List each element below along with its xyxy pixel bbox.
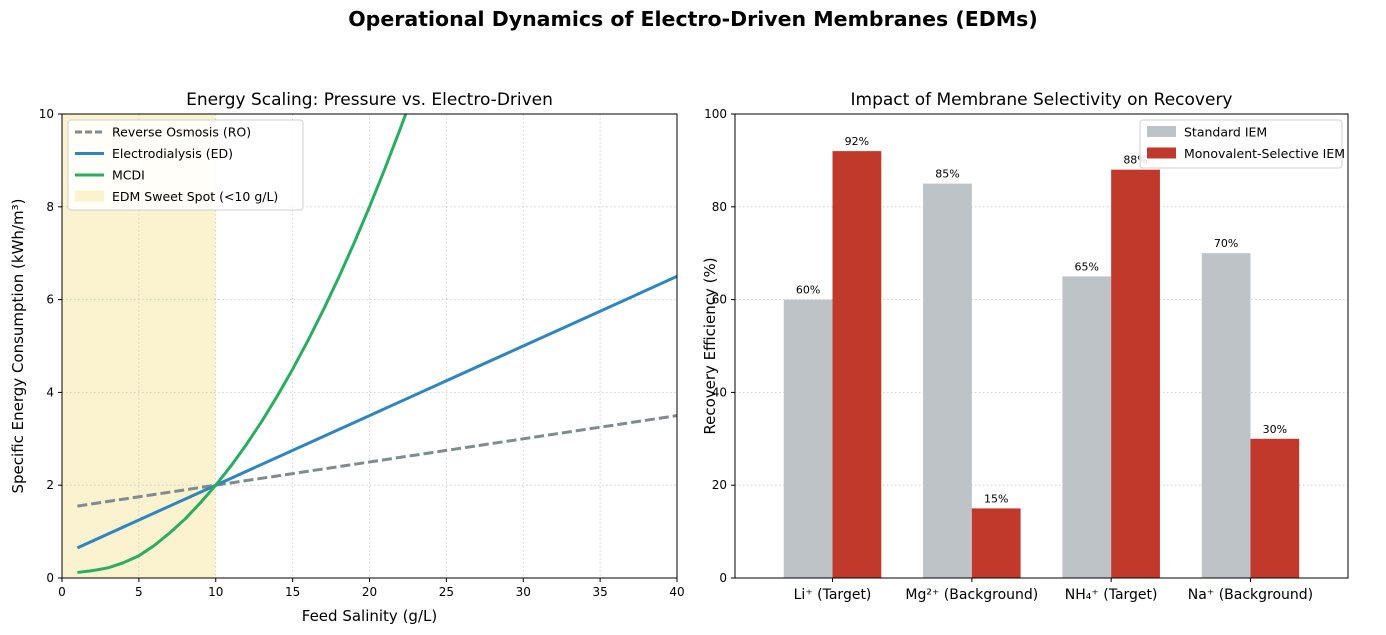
y-tick-label: 0	[719, 571, 727, 585]
legend-label-electrodialysis-ed: Electrodialysis (ED)	[112, 146, 233, 161]
bar-standard-iem-mg-background	[923, 183, 972, 578]
legend-swatch-edm-sweet-spot-10-g-l	[75, 190, 104, 202]
bar-value-label-monovalent-selective-iem-mg-background: 15%	[984, 492, 1008, 505]
y-tick-label: 2	[46, 478, 54, 492]
bar-standard-iem-na-background	[1201, 253, 1251, 578]
bar-value-label-standard-iem-na-background: 70%	[1214, 237, 1238, 250]
bar-value-label-standard-iem-mg-background: 85%	[935, 168, 959, 181]
category-label-nh-target: NH₄⁺ (Target)	[1065, 587, 1158, 603]
x-tick-label: 5	[135, 585, 143, 599]
x-tick-label: 40	[669, 585, 684, 599]
legend-label-reverse-osmosis-ro: Reverse Osmosis (RO)	[112, 125, 251, 140]
y-tick-label: 4	[46, 385, 54, 399]
bar-value-label-standard-iem-li-target: 60%	[796, 284, 820, 297]
x-tick-label: 15	[285, 585, 300, 599]
bar-standard-iem-nh-target	[1062, 276, 1112, 578]
recovery-chart-frame	[734, 113, 1349, 579]
series-line-mcdi	[77, 114, 408, 574]
figure-suptitle: Operational Dynamics of Electro-Driven M…	[348, 7, 1038, 31]
recovery-chart-ylabel: Recovery Efficiency (%)	[701, 257, 719, 434]
legend-label-standard-iem: Standard IEM	[1184, 125, 1267, 140]
bar-value-label-standard-iem-nh-target: 65%	[1075, 260, 1099, 273]
bar-value-label-monovalent-selective-iem-li-target: 92%	[845, 135, 869, 148]
x-tick-label: 0	[58, 585, 66, 599]
x-tick-label: 25	[439, 585, 454, 599]
series-line-electrodialysis-ed	[76, 275, 677, 550]
y-tick-label: 20	[712, 478, 727, 492]
y-tick-label: 100	[704, 107, 727, 121]
category-label-mg-background: Mg²⁺ (Background)	[905, 587, 1038, 603]
bar-monovalent-selective-iem-li-target	[832, 151, 882, 578]
legend-label-monovalent-selective-iem: Monovalent-Selective IEM	[1184, 146, 1345, 161]
y-tick-label: 40	[712, 385, 727, 399]
bar-value-label-monovalent-selective-iem-na-background: 30%	[1263, 423, 1287, 436]
legend-swatch-monovalent-selective-iem	[1147, 147, 1176, 159]
recovery-chart-legend: Standard IEM Monovalent-Selective IEM	[1139, 119, 1345, 169]
x-tick-label: 35	[592, 585, 607, 599]
legend-box	[67, 119, 304, 211]
category-label-li-target: Li⁺ (Target)	[794, 587, 872, 603]
legend-label-mcdi: MCDI	[112, 168, 145, 183]
energy-chart-xlabel: Feed Salinity (g/L)	[302, 607, 437, 625]
bar-standard-iem-li-target	[783, 299, 833, 578]
selectivity-recovery-chart: 60%85%65%70%92%15%88%30% 020406080100Li⁺…	[701, 90, 1349, 603]
series-line-reverse-osmosis-ro	[77, 414, 677, 508]
energy-chart-legend: Reverse Osmosis (RO) Electrodialysis (ED)…	[67, 119, 304, 211]
recovery-chart-title: Impact of Membrane Selectivity on Recove…	[851, 90, 1233, 110]
bar-monovalent-selective-iem-na-background	[1250, 438, 1300, 578]
x-tick-label: 10	[208, 585, 223, 599]
energy-chart-ylabel: Specific Energy Consumption (kWh/m³)	[9, 199, 27, 494]
x-tick-label: 20	[362, 585, 377, 599]
bar-monovalent-selective-iem-nh-target	[1111, 169, 1160, 578]
y-tick-label: 8	[46, 200, 54, 214]
y-tick-label: 0	[46, 571, 54, 585]
energy-scaling-chart: 0 5 10 15 20 25 30 35 40 0 2 4 6 8 10 Energy Scaling: …	[9, 90, 685, 625]
y-tick-label: 80	[712, 200, 727, 214]
energy-chart-title: Energy Scaling: Pressure vs. Electro-Dri…	[186, 90, 553, 110]
y-tick-label: 10	[39, 107, 54, 121]
x-tick-label: 30	[516, 585, 531, 599]
legend-swatch-standard-iem	[1147, 126, 1176, 137]
category-label-na-background: Na⁺ (Background)	[1188, 587, 1313, 603]
legend-label-edm-sweet-spot-10-g-l: EDM Sweet Spot (<10 g/L)	[112, 189, 278, 204]
bar-monovalent-selective-iem-mg-background	[971, 508, 1021, 578]
legend-box	[1139, 119, 1343, 169]
y-tick-label: 60	[712, 293, 727, 307]
y-tick-label: 6	[46, 293, 54, 307]
